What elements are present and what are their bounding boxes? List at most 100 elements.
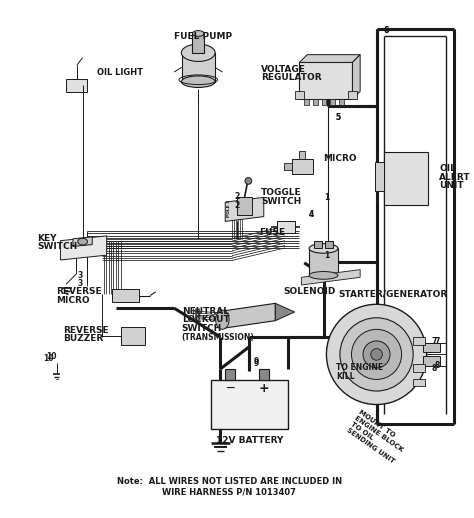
- Circle shape: [340, 318, 413, 391]
- Polygon shape: [61, 236, 107, 260]
- Bar: [284, 163, 292, 170]
- Text: SWITCH: SWITCH: [182, 324, 222, 333]
- Text: OIL LIGHT: OIL LIGHT: [97, 67, 143, 77]
- Bar: [347, 91, 357, 99]
- Bar: [413, 337, 425, 345]
- Bar: [259, 369, 269, 380]
- Ellipse shape: [309, 243, 338, 253]
- Text: SOLENOID: SOLENOID: [283, 287, 335, 296]
- Text: 2: 2: [234, 200, 239, 210]
- Bar: [295, 91, 304, 99]
- Circle shape: [327, 304, 427, 405]
- Text: 10: 10: [44, 354, 54, 363]
- Text: FUEL PUMP: FUEL PUMP: [174, 32, 232, 41]
- Text: SWITCH: SWITCH: [261, 197, 301, 206]
- Text: STARTER/GENERATOR: STARTER/GENERATOR: [338, 289, 447, 298]
- Text: KEY: KEY: [37, 234, 57, 243]
- Text: 3: 3: [77, 271, 82, 280]
- Polygon shape: [301, 269, 360, 285]
- Text: 9: 9: [254, 357, 259, 366]
- Bar: [277, 221, 295, 233]
- Text: ALERT: ALERT: [439, 172, 471, 182]
- Text: UNIT: UNIT: [439, 181, 464, 190]
- Text: 9: 9: [254, 358, 259, 368]
- Bar: [237, 197, 252, 214]
- Text: 5: 5: [336, 113, 340, 122]
- Text: MICRO: MICRO: [56, 296, 90, 305]
- Polygon shape: [222, 304, 275, 328]
- Bar: [192, 34, 204, 53]
- Text: TO ENGINE: TO ENGINE: [336, 364, 383, 372]
- Polygon shape: [275, 304, 295, 321]
- Circle shape: [352, 329, 401, 380]
- Ellipse shape: [309, 271, 338, 279]
- Text: 3: 3: [77, 279, 82, 287]
- Bar: [330, 99, 335, 105]
- Text: 8: 8: [432, 364, 437, 373]
- Bar: [423, 356, 440, 366]
- Text: +: +: [258, 382, 269, 395]
- Text: 1: 1: [324, 193, 329, 202]
- Text: NEUTRAL: NEUTRAL: [182, 307, 229, 315]
- Bar: [292, 159, 313, 174]
- Text: KILL: KILL: [336, 372, 355, 381]
- Text: REGULATOR: REGULATOR: [261, 74, 321, 82]
- Bar: [300, 151, 305, 159]
- Bar: [339, 99, 344, 105]
- Bar: [314, 241, 322, 249]
- Text: POLE 3: POLE 3: [227, 200, 231, 218]
- Text: MICRO: MICRO: [324, 154, 357, 163]
- Text: REVERSE: REVERSE: [56, 287, 102, 296]
- Bar: [121, 327, 145, 345]
- Text: 8: 8: [435, 362, 440, 370]
- Text: FUSE: FUSE: [259, 228, 285, 237]
- Bar: [66, 79, 87, 92]
- Text: 6: 6: [383, 26, 389, 35]
- Ellipse shape: [182, 76, 215, 88]
- Circle shape: [245, 178, 252, 184]
- Circle shape: [363, 341, 390, 368]
- Text: 5: 5: [336, 113, 340, 122]
- Polygon shape: [300, 55, 360, 62]
- Bar: [423, 343, 440, 352]
- Bar: [413, 379, 425, 386]
- Bar: [182, 53, 215, 82]
- Text: 4: 4: [309, 210, 314, 219]
- Ellipse shape: [192, 31, 204, 36]
- Text: (TRANSMISSION): (TRANSMISSION): [182, 333, 255, 341]
- Bar: [309, 249, 338, 276]
- Text: 1: 1: [324, 251, 329, 260]
- Text: 2: 2: [234, 192, 239, 201]
- Bar: [211, 380, 288, 428]
- Bar: [384, 152, 428, 205]
- Text: Note:  ALL WIRES NOT LISTED ARE INCLUDED IN: Note: ALL WIRES NOT LISTED ARE INCLUDED …: [117, 477, 342, 486]
- Text: 4: 4: [309, 210, 314, 219]
- Text: ─: ─: [226, 382, 234, 395]
- Circle shape: [371, 349, 383, 360]
- Text: TOGGLE: TOGGLE: [261, 188, 301, 197]
- Text: 7: 7: [435, 337, 440, 347]
- Text: VOLTAGE: VOLTAGE: [261, 65, 306, 74]
- Text: 12V BATTERY: 12V BATTERY: [216, 436, 283, 444]
- Bar: [313, 99, 318, 105]
- Polygon shape: [353, 55, 360, 99]
- Text: REVERSE: REVERSE: [64, 326, 109, 335]
- Bar: [304, 99, 309, 105]
- Ellipse shape: [182, 44, 215, 62]
- Bar: [374, 162, 384, 191]
- Bar: [326, 241, 333, 249]
- Ellipse shape: [216, 310, 229, 329]
- Text: BUZZER: BUZZER: [64, 335, 104, 343]
- Bar: [225, 369, 235, 380]
- Text: 6: 6: [383, 26, 389, 35]
- Bar: [111, 289, 138, 303]
- Ellipse shape: [78, 238, 87, 245]
- Text: OIL: OIL: [439, 164, 456, 173]
- Bar: [413, 364, 425, 372]
- Text: SWITCH: SWITCH: [37, 242, 78, 251]
- Polygon shape: [73, 237, 92, 247]
- Text: WIRE HARNESS P/N 1013407: WIRE HARNESS P/N 1013407: [162, 488, 296, 497]
- Text: LOCKOUT: LOCKOUT: [182, 315, 229, 324]
- Bar: [322, 99, 327, 105]
- Text: 7: 7: [432, 337, 437, 347]
